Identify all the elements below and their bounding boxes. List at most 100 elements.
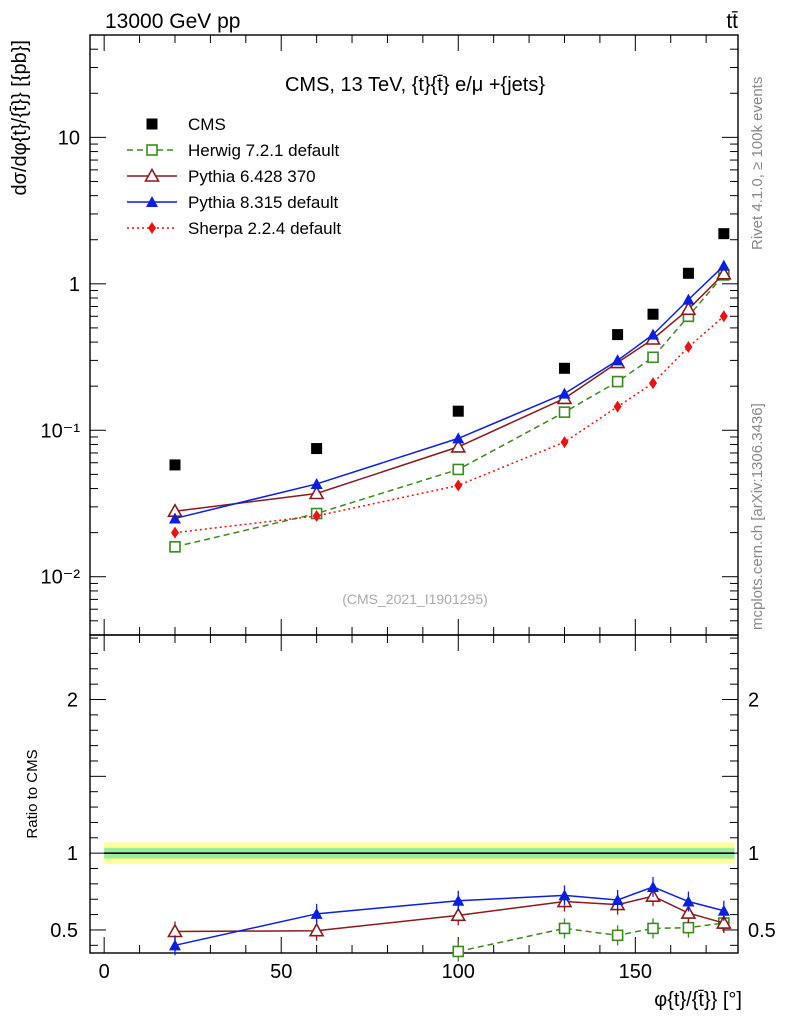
ratio-herwig-7-2-1-default-point xyxy=(611,929,624,942)
cms-point xyxy=(647,308,659,320)
ratio-frame xyxy=(89,634,739,954)
x-tick-label: 50 xyxy=(270,961,292,983)
ratio-herwig-7-2-1-default-line xyxy=(458,922,724,953)
herwig-7-2-1-default-line xyxy=(174,274,725,548)
main-panel: 10⁻² 10⁻¹ 1 10 CMS, 13 TeV, {t}{t̄} e/μ +{j… xyxy=(9,34,739,636)
ratio-panel: 0.5 0.5 1 1 2 2 0 50 100 150 Ratio to CMS φ{t}/{… xyxy=(24,35,776,1011)
ratio-tick-label-right: 1 xyxy=(748,843,759,865)
x-tick-label: 100 xyxy=(442,961,475,983)
ratio-pythia-8-315-default-line xyxy=(174,886,725,947)
cms-point xyxy=(558,362,570,374)
herwig-7-2-1-default-point xyxy=(558,406,571,418)
ratio-pythia-6-428-370-point xyxy=(308,922,325,937)
ratio-pythia-6-428-370-point xyxy=(680,904,697,919)
sherpa-2-2-4-default-point xyxy=(719,310,728,323)
watermark: (CMS_2021_I1901295) xyxy=(342,591,488,607)
header-left: 13000 GeV pp xyxy=(105,10,240,33)
pythia-6-428-370-point xyxy=(450,438,467,453)
main-series xyxy=(167,228,732,553)
legend-label-pythia-6-428-370: Pythia 6.428 370 xyxy=(188,167,316,186)
ratio-pythia-8-315-default-point xyxy=(647,880,660,892)
rivet-label: Rivet 4.1.0, ≥ 100k events xyxy=(749,77,766,250)
legend: CMS Herwig 7.2.1 default Pythia 6.428 370 P… xyxy=(127,115,341,238)
pythia-6-428-370-point xyxy=(680,301,697,316)
ratio-tick-label-right: 2 xyxy=(748,690,759,712)
ratio-herwig-7-2-1-default-point xyxy=(682,921,695,934)
herwig-7-2-1-default-point xyxy=(647,351,659,364)
main-title: CMS, 13 TeV, {t}{t̄} e/μ +{jets} xyxy=(285,74,545,96)
sherpa-2-2-4-default-point xyxy=(649,377,658,390)
ratio-tick-label-left: 0.5 xyxy=(50,920,78,942)
sherpa-2-2-4-default-line xyxy=(174,315,725,534)
y-tick-label: 1 xyxy=(69,274,80,296)
cms-point xyxy=(682,267,694,279)
sherpa-2-2-4-default-point xyxy=(613,400,622,413)
y-tick-label: 10⁻¹ xyxy=(41,420,81,442)
x-axis-ticks: 0 50 100 150 xyxy=(99,35,707,983)
ratio-series xyxy=(167,876,732,962)
herwig-7-2-1-default-point xyxy=(452,463,465,476)
legend-label-herwig-7-2-1-default: Herwig 7.2.1 default xyxy=(188,141,339,160)
ratio-tick-label-left: 1 xyxy=(67,843,78,865)
pythia-8-315-default-point xyxy=(310,477,323,489)
main-y-axis-label: dσ/dφ{t}/{t̄}} [{pb}] xyxy=(9,40,31,195)
legend-label-cms: CMS xyxy=(188,115,226,134)
pythia-6-428-370-line xyxy=(174,273,725,512)
ratio-pythia-8-315-default-point xyxy=(717,904,730,916)
legend-label-pythia-8-315-default: Pythia 8.315 default xyxy=(188,193,339,212)
sherpa-2-2-4-default-point xyxy=(560,436,569,449)
ratio-pythia-8-315-default-point xyxy=(168,939,181,951)
ratio-y-axis-label: Ratio to CMS xyxy=(24,749,41,838)
cms-point xyxy=(612,329,624,341)
main-y-ticks: 10⁻² 10⁻¹ 1 10 xyxy=(41,34,738,636)
ratio-pythia-8-315-default-point xyxy=(310,907,323,919)
sherpa-2-2-4-default-point xyxy=(454,479,463,492)
pythia-8-315-default-point xyxy=(717,259,730,271)
mcplots-label: mcplots.cern.ch [arXiv:1306.3436] xyxy=(749,403,766,630)
ratio-pythia-8-315-default-point xyxy=(682,895,695,907)
ratio-pythia-8-315-default-point xyxy=(558,889,571,901)
ratio-herwig-7-2-1-default-point xyxy=(647,922,659,935)
legend-marker-herwig-7-2-1-default xyxy=(146,144,158,156)
ratio-tick-label-left: 2 xyxy=(67,690,78,712)
pythia-8-315-default-point xyxy=(558,387,571,399)
pythia-8-315-default-point xyxy=(647,328,660,340)
cms-point xyxy=(169,459,181,471)
cms-point xyxy=(718,228,730,240)
y-tick-label: 10 xyxy=(58,127,80,149)
ratio-pythia-6-428-370-line xyxy=(174,895,725,933)
sherpa-2-2-4-default-point xyxy=(170,526,179,539)
herwig-7-2-1-default-point xyxy=(169,541,181,553)
legend-marker-sherpa-2-2-4-default xyxy=(148,222,156,234)
ratio-pythia-6-428-370-point xyxy=(450,907,467,922)
ratio-y-ticks: 0.5 0.5 1 1 2 2 xyxy=(50,637,776,946)
x-tick-label: 150 xyxy=(619,961,652,983)
x-axis-label: φ{t}/{t̄}} [°] xyxy=(654,989,742,1011)
cms-point xyxy=(311,443,323,455)
cms-point xyxy=(452,405,464,417)
ratio-tick-label-right: 0.5 xyxy=(748,920,776,942)
ratio-herwig-7-2-1-default-point xyxy=(558,922,571,935)
ratio-pythia-8-315-default-point xyxy=(452,894,465,906)
pythia-8-315-default-line xyxy=(174,265,725,520)
legend-marker-pythia-6-428-370 xyxy=(144,167,160,182)
pythia-8-315-default-point xyxy=(682,293,695,305)
ratio-pythia-8-315-default-point xyxy=(611,894,624,905)
sherpa-2-2-4-default-point xyxy=(684,341,693,354)
sherpa-2-2-4-default-point xyxy=(312,509,321,522)
legend-marker-cms xyxy=(146,118,158,130)
pythia-8-315-default-point xyxy=(168,512,181,524)
pythia-6-428-370-point xyxy=(308,485,325,500)
legend-marker-pythia-8-315-default xyxy=(146,196,158,207)
herwig-7-2-1-default-point xyxy=(611,375,624,388)
x-tick-label: 0 xyxy=(99,961,110,983)
ratio-uncertainty-band xyxy=(104,842,735,864)
ratio-pythia-6-428-370-point xyxy=(715,914,732,929)
pythia-8-315-default-point xyxy=(452,432,465,444)
ratio-herwig-7-2-1-default-point xyxy=(452,945,465,958)
pythia-6-428-370-point xyxy=(715,265,732,280)
header-right: tt̄ xyxy=(726,10,738,33)
pythia-8-315-default-point xyxy=(611,354,624,366)
y-tick-label: 10⁻² xyxy=(41,567,81,589)
